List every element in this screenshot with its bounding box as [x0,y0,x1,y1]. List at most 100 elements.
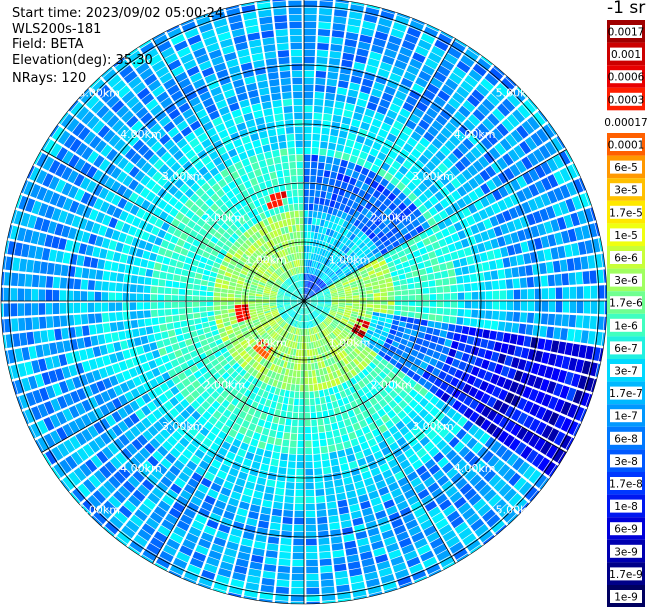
ppi-cell [457,143,469,155]
ppi-cell [316,291,323,296]
ppi-cell [150,286,158,294]
ppi-cell [262,262,270,269]
ppi-cell [416,240,425,249]
ppi-cell [457,301,465,309]
ppi-cell [366,297,374,301]
ppi-cell [231,350,239,358]
ppi-cell [380,358,389,367]
ppi-cell [440,415,451,426]
ppi-cell [100,432,112,445]
ppi-cell [441,444,453,456]
ppi-cell [320,565,333,573]
ppi-cell [272,394,279,402]
ppi-cell [304,287,306,295]
ppi-cell [126,443,138,456]
ppi-cell [329,200,336,208]
ppi-cell [346,96,357,105]
ppi-cell [115,282,123,292]
ppi-cell [373,227,381,235]
ppi-cell [274,221,280,230]
ppi-cell [345,295,353,299]
ppi-cell [429,307,437,314]
ppi-cell [273,253,280,260]
ppi-cell [505,279,514,289]
ppi-cell [232,326,241,333]
ppi-cell [167,352,177,361]
ppi-cell [38,289,46,301]
ppi-cell [216,146,227,156]
ppi-cell [466,335,475,345]
ppi-cell [254,223,262,231]
ppi-cell [262,499,273,508]
ppi-cell [309,305,315,310]
ppi-cell [148,54,162,67]
ppi-cell [247,474,257,483]
ppi-cell [121,110,134,123]
ppi-cell [473,173,485,186]
ppi-cell [74,188,85,202]
ppi-cell [305,426,311,434]
ppi-cell [337,384,344,392]
ppi-cell [571,242,580,257]
ppi-cell [358,252,366,260]
ppi-cell [81,399,92,412]
ppi-cell [497,236,506,247]
ppi-cell [475,142,488,155]
ppi-cell [258,598,273,604]
ppi-cell [383,116,395,126]
ppi-cell [331,340,337,348]
ppi-cell [319,264,325,271]
ppi-cell [533,237,543,250]
ppi-cell [314,197,320,205]
ppi-cell [299,321,302,329]
ppi-cell [411,569,427,581]
ppi-cell [535,421,547,436]
ppi-cell [458,361,467,371]
ppi-cell [183,432,194,442]
ppi-cell [181,326,190,334]
ppi-cell [464,49,479,62]
ppi-cell [151,195,162,206]
ppi-cell [317,361,322,369]
ppi-cell [317,169,324,177]
ppi-cell [114,138,126,152]
ppi-cell [221,554,236,565]
ppi-cell [539,208,550,222]
ppi-cell [363,279,371,285]
ppi-cell [256,205,264,214]
ppi-cell [302,335,304,343]
ppi-cell [191,390,200,399]
ppi-cell [273,262,280,269]
ppi-cell [234,220,242,229]
ppi-cell [93,421,105,435]
ppi-cell [371,118,382,128]
ppi-cell [221,222,230,231]
ppi-cell [305,314,308,322]
ppi-cell [400,77,414,89]
ppi-cell [425,266,434,274]
ppi-cell [159,550,174,563]
ppi-cell [116,531,132,545]
ppi-cell [310,294,317,299]
ppi-cell [291,419,298,427]
ppi-cell [330,357,336,365]
ppi-cell [185,301,193,308]
ppi-cell [307,281,311,288]
ppi-cell [125,358,135,369]
ppi-cell [540,235,550,249]
ppi-cell [513,497,528,512]
ppi-cell [351,340,358,348]
ppi-cell [393,285,401,291]
ppi-cell [220,347,228,355]
ppi-cell [503,434,515,448]
ppi-cell [281,312,288,318]
ppi-cell [311,283,316,290]
ppi-cell [509,333,518,345]
ppi-cell [400,284,408,290]
ppi-cell [378,486,390,496]
ppi-cell [60,113,74,129]
ppi-cell [355,239,363,247]
ppi-cell [11,272,19,286]
ppi-cell [427,273,435,281]
ppi-cell [321,453,330,461]
